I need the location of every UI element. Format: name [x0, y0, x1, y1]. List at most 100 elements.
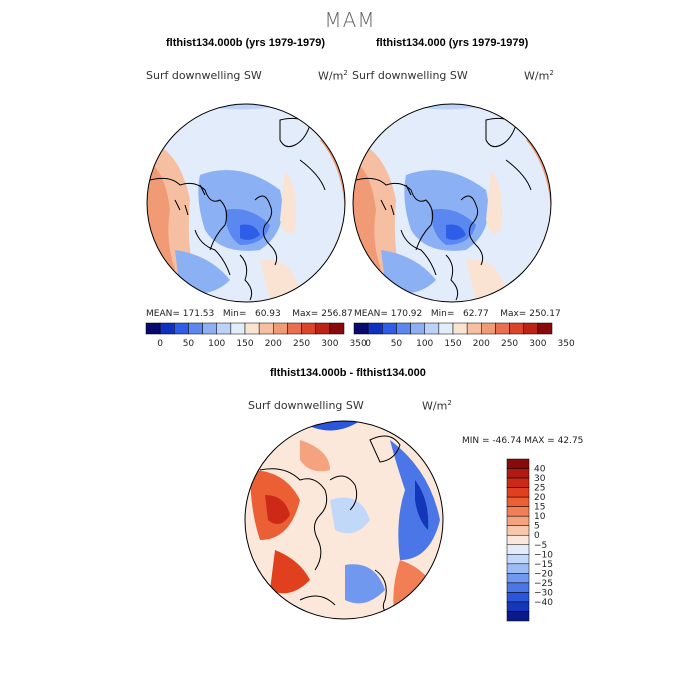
variable-label-right: Surf downwelling SW: [352, 69, 468, 82]
colorbar-diff-swatch: [506, 496, 530, 507]
colorbar-diff-swatch: [506, 592, 530, 603]
colorbar-right-tick-label: 50: [391, 339, 403, 349]
colorbar-diff-swatch: [506, 601, 530, 612]
field-diff: [245, 421, 443, 619]
units-label-diff: W/m2: [422, 399, 452, 413]
colorbar-diff-tick-label: −30: [534, 588, 553, 598]
colorbar-left-swatch: [258, 322, 274, 335]
colorbar-right-swatch: [481, 322, 496, 335]
colorbar-right-swatch: [537, 322, 553, 335]
colorbar-left-tick-label: 350: [350, 339, 367, 349]
colorbar-left-swatch: [145, 322, 161, 335]
case-title-right: flthist134.000 (yrs 1979-1979): [376, 37, 529, 49]
colorbar-diff-swatch: [506, 506, 530, 517]
colorbar-left-tick-label: 100: [208, 339, 225, 349]
colorbar-diff-tick-label: 0: [534, 531, 540, 541]
colorbar-diff-tick-label: −20: [534, 569, 553, 579]
colorbar-left-swatch: [188, 322, 203, 335]
colorbar-left-tick-label: 200: [265, 339, 282, 349]
colorbar-diff-tick-label: −5: [534, 541, 547, 551]
colorbar-diff-swatch: [506, 487, 530, 498]
variable-label-diff: Surf downwelling SW: [248, 399, 364, 412]
colorbar-left-swatch: [287, 322, 302, 335]
units-label-left: W/m2: [318, 69, 348, 83]
colorbar-right-swatch: [495, 322, 510, 335]
colorbar-left-tick-label: 300: [321, 339, 338, 349]
colorbar-right-swatch: [509, 322, 524, 335]
colorbar-right-swatch: [523, 322, 539, 335]
colorbar-right-swatch: [410, 322, 425, 335]
colorbar-left-swatch: [174, 322, 189, 335]
map-diff: [244, 420, 444, 620]
colorbar-diff-tick-label: 15: [534, 503, 545, 513]
colorbar-diff-tick-label: −15: [534, 560, 553, 570]
colorbar-diff-tick-label: 40: [534, 465, 546, 475]
colorbar-left-swatch: [202, 322, 217, 335]
colorbar-diff-swatch: [506, 468, 530, 479]
coastlines-diff: [259, 435, 401, 616]
colorbar-diff-swatch: [506, 458, 530, 469]
colorbar-right-tick-label: 250: [501, 339, 518, 349]
colorbar-right-tick-label: 350: [558, 339, 575, 349]
colorbar-left-swatch: [273, 322, 288, 335]
colorbar-diff-swatch: [506, 534, 530, 546]
colorbar-left-swatch: [216, 322, 232, 335]
colorbar-diff-tick-label: 5: [534, 522, 540, 532]
colorbar-diff-swatch: [506, 554, 530, 565]
stats-left: MEAN= 171.53 Min= 60.93 Max= 256.87: [146, 309, 353, 319]
colorbar-left: 0 50 100 150 200 250 300 350: [145, 322, 367, 349]
colorbar-left-tick-label: 250: [293, 339, 310, 349]
variable-label-left: Surf downwelling SW: [146, 69, 262, 82]
colorbar-diff-tick-label: 30: [534, 474, 546, 484]
colorbar-diff-swatch: [506, 525, 530, 536]
colorbar-left-tick-label: 150: [236, 339, 253, 349]
colorbar-right-tick-label: 200: [473, 339, 490, 349]
units-label-right: W/m2: [524, 69, 554, 83]
colorbar-diff-tick-label: −10: [534, 550, 553, 560]
colorbar-left-swatch: [301, 322, 316, 335]
colorbar-left-tick-label: 50: [183, 339, 195, 349]
page-title: MAM: [324, 8, 376, 32]
colorbar-right: 0 50 100 150 200 250 300 350: [353, 322, 575, 349]
case-title-diff: flthist134.000b - flthist134.000: [270, 367, 426, 379]
map-right: [352, 103, 552, 303]
colorbar-diff-swatch: [506, 582, 530, 593]
colorbar-right-tick-label: 150: [444, 339, 461, 349]
colorbar-diff-swatch: [506, 563, 530, 574]
colorbar-right-swatch: [367, 322, 383, 335]
colorbar-diff-tick-label: −40: [534, 598, 553, 608]
colorbar-right-swatch: [466, 322, 482, 335]
colorbar-diff-swatch: [506, 573, 530, 584]
colorbar-diff-swatch: [506, 544, 530, 555]
colorbar-left-swatch: [315, 322, 331, 335]
colorbar-diff-tick-label: 10: [534, 512, 546, 522]
colorbar-right-swatch: [452, 322, 468, 335]
colorbar-right-tick-label: 100: [416, 339, 433, 349]
colorbar-diff-tick-label: 25: [534, 484, 545, 494]
colorbar-right-swatch: [396, 322, 411, 335]
field-left: [147, 104, 345, 302]
case-title-left: flthist134.000b (yrs 1979-1979): [166, 37, 325, 49]
map-left: [146, 103, 346, 303]
colorbar-diff-tick-label: 20: [534, 493, 546, 503]
field-right: [353, 104, 551, 302]
colorbar-diff-swatch: [506, 477, 530, 488]
colorbar-left-swatch: [159, 322, 175, 335]
colorbar-right-swatch: [438, 322, 454, 335]
colorbar-left-swatch: [329, 322, 345, 335]
colorbar-left-tick-label: 0: [157, 339, 163, 349]
colorbar-left-swatch: [244, 322, 260, 335]
colorbar-right-swatch: [353, 322, 369, 335]
colorbar-diff-swatch: [506, 611, 530, 622]
diff-minmax: MIN = -46.74 MAX = 42.75: [462, 436, 584, 446]
colorbar-right-swatch: [424, 322, 440, 335]
colorbar-left-swatch: [230, 322, 246, 335]
colorbar-diff-swatch: [506, 515, 530, 526]
colorbar-right-tick-label: 300: [529, 339, 546, 349]
colorbar-diff-tick-label: −25: [534, 579, 553, 589]
colorbar-right-swatch: [382, 322, 397, 335]
stats-right: MEAN= 170.92 Min= 62.77 Max= 250.17: [354, 309, 561, 319]
colorbar-right-tick-label: 0: [365, 339, 371, 349]
